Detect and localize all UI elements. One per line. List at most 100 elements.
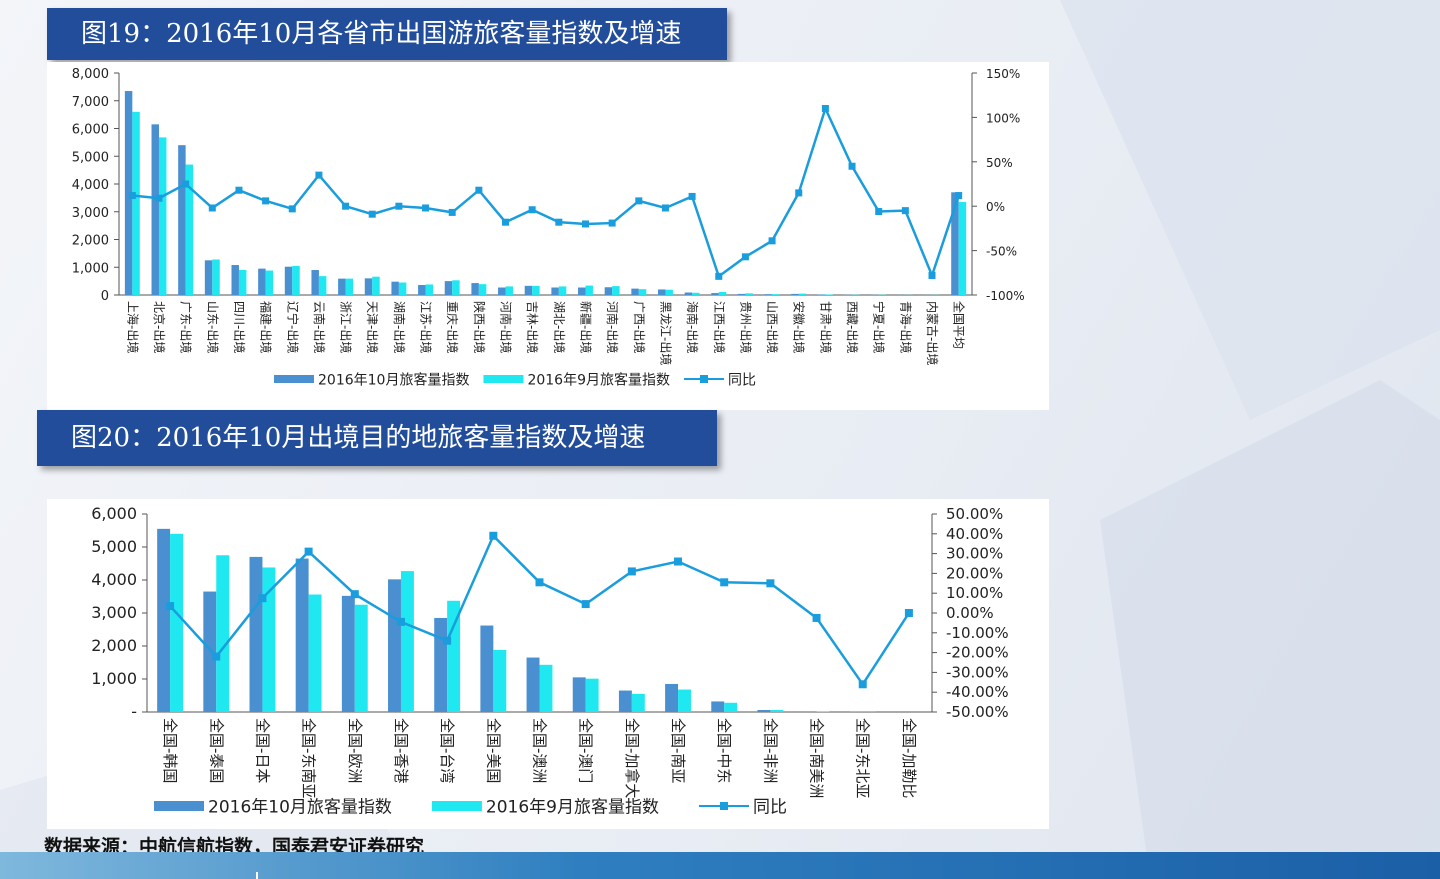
category-label-3: 山东-出境 [205, 301, 220, 353]
yoy-point-0 [128, 192, 136, 200]
chart2-svg: - 1,000 2,000 3,000 4,000 5,000 6,000 -50.00% -4… [91, 504, 1009, 817]
bar-sep-10 [398, 282, 407, 295]
yoy-line [132, 105, 960, 280]
bar-oct-11 [665, 683, 679, 712]
bar-oct-14 [803, 711, 817, 712]
yoy-point-4 [235, 186, 243, 194]
category-label-29: 青海-出境 [898, 301, 913, 353]
left-tick-label: 5,000 [91, 537, 137, 556]
bar-oct-9 [572, 677, 586, 712]
category-label-3: 全国-东南亚 [300, 718, 318, 798]
legend-swatch-1 [483, 375, 524, 383]
chart1-svg: 0 1,000 2,000 3,000 4,000 5,000 6,000 7,000 8,00… [72, 67, 1025, 388]
bar-oct-1 [203, 591, 217, 712]
bar-oct-25 [791, 293, 799, 295]
bar-oct-0 [157, 528, 171, 712]
yoy-point-28 [875, 208, 883, 216]
bar-oct-2 [178, 145, 186, 295]
yoy-point-26 [821, 105, 829, 113]
bar-sep-6 [447, 600, 461, 712]
bar-oct-5 [388, 579, 401, 712]
yoy-point-20 [661, 204, 669, 212]
yoy-point-12 [448, 208, 456, 216]
legend-swatch-0 [154, 801, 204, 811]
yoy-point-13 [766, 579, 775, 588]
left-tick-label: - [131, 702, 137, 721]
bar-sep-13 [478, 284, 487, 295]
bar-oct-12 [444, 281, 453, 295]
yoy-point-10 [395, 202, 403, 210]
yoy-point-14 [812, 613, 821, 622]
left-tick-label: 4,000 [91, 570, 137, 589]
category-label-12: 全国-中东 [715, 718, 733, 783]
bar-sep-6 [292, 265, 300, 295]
category-label-22: 江西-出境 [712, 301, 727, 353]
left-tick-label: 0 [101, 289, 109, 304]
bar-sep-26 [825, 294, 833, 295]
bar-sep-14 [505, 286, 513, 295]
bar-oct-22 [711, 293, 719, 295]
bar-oct-4 [341, 595, 355, 712]
category-label-8: 浙江-出境 [339, 301, 354, 353]
yoy-point-24 [768, 237, 776, 245]
bar-oct-2 [249, 556, 263, 712]
yoy-point-15 [528, 206, 536, 214]
bar-oct-7 [480, 625, 494, 712]
category-label-11: 全国-南亚 [669, 718, 687, 783]
category-label-1: 北京-出境 [152, 301, 167, 353]
bar-oct-17 [578, 287, 586, 295]
category-label-5: 全国-香港 [392, 718, 410, 783]
right-tick-label: 150% [986, 67, 1020, 81]
right-tick-label: -50% [986, 245, 1017, 259]
bar-sep-19 [638, 289, 647, 295]
right-tick-label: -20.00% [946, 644, 1009, 662]
category-label-4: 四川-出境 [232, 301, 247, 353]
category-label-21: 海南-出境 [685, 301, 700, 353]
right-tick-label: -100% [986, 289, 1025, 303]
bar-sep-0 [170, 533, 184, 712]
yoy-point-1 [155, 194, 163, 202]
category-label-8: 全国-澳洲 [531, 718, 549, 783]
left-tick-label: 6,000 [91, 504, 137, 523]
yoy-point-31 [955, 192, 963, 200]
right-tick-label: 50% [986, 156, 1013, 170]
category-label-30: 内蒙古-出境 [925, 301, 940, 365]
bar-oct-20 [657, 289, 666, 295]
right-tick-label: -50.00% [946, 703, 1009, 721]
yoy-point-23 [741, 253, 749, 261]
chart1-title-banner: 图19：2016年10月各省市出国游旅客量指数及增速 [47, 8, 727, 60]
bar-sep-12 [724, 702, 738, 712]
category-label-5: 福建-出境 [259, 301, 274, 353]
category-label-23: 贵州-出境 [738, 301, 753, 353]
yoy-point-3 [304, 547, 313, 556]
category-label-13: 陕西-出境 [472, 301, 487, 353]
bar-sep-14 [816, 711, 830, 712]
right-tick-label: 100% [986, 111, 1020, 125]
bar-sep-7 [318, 276, 327, 295]
category-label-18: 河南-出境 [605, 301, 620, 353]
category-label-7: 全国-美国 [484, 718, 502, 783]
legend-swatch-1 [431, 801, 482, 811]
category-label-0: 上海-出境 [125, 301, 140, 353]
bar-oct-24 [764, 294, 773, 295]
legend-label-1: 2016年9月旅客量指数 [527, 371, 670, 388]
bar-oct-16 [551, 287, 559, 295]
category-label-25: 安徽-出境 [792, 301, 807, 353]
legend-label-0: 2016年10月旅客量指数 [208, 797, 392, 817]
category-label-19: 广西-出境 [632, 301, 647, 353]
category-label-17: 新疆-出境 [578, 301, 593, 353]
category-label-31: 全国平均 [952, 301, 967, 349]
chart2-title-banner: 图20：2016年10月出境目的地旅客量指数及增速 [37, 410, 717, 466]
bar-sep-15 [532, 285, 540, 295]
yoy-point-13 [475, 186, 483, 194]
footer-tick [256, 872, 258, 879]
bar-sep-1 [216, 555, 230, 712]
right-tick-label: -10.00% [946, 624, 1009, 642]
bar-oct-8 [526, 657, 540, 712]
yoy-point-29 [901, 207, 909, 215]
bar-oct-23 [737, 293, 746, 295]
bar-sep-20 [665, 289, 673, 295]
yoy-point-2 [258, 594, 267, 603]
category-label-10: 全国-加拿大 [623, 718, 641, 798]
bar-oct-12 [711, 701, 725, 712]
